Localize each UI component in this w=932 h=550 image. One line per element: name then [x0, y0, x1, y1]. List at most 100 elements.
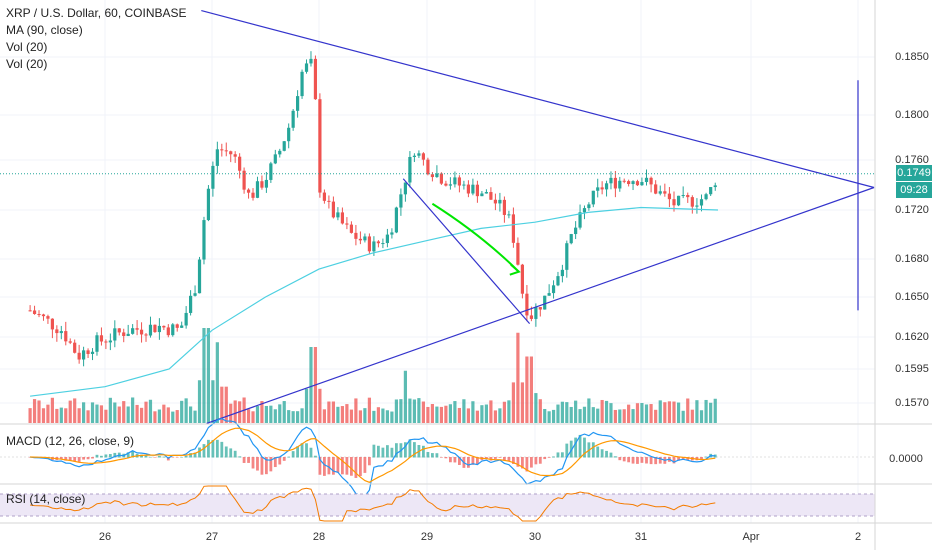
- macd-histogram-bar: [395, 443, 398, 458]
- volume-indicator-label[interactable]: Vol (20): [6, 57, 48, 71]
- time-axis[interactable]: 26 27 28 29 30 31 Apr 2: [99, 531, 861, 543]
- volume-bar: [663, 402, 667, 423]
- macd-label[interactable]: MACD (12, 26, close, 9): [6, 434, 135, 448]
- macd-histogram-bar: [184, 455, 188, 458]
- macd-histogram-bar: [408, 439, 412, 458]
- macd-histogram-bar: [569, 440, 573, 458]
- macd-histogram-bar: [113, 452, 117, 458]
- time-tick: 31: [635, 531, 647, 543]
- macd-histogram-bar: [247, 457, 250, 463]
- macd-histogram-bar: [100, 455, 103, 458]
- macd-histogram-bar: [341, 457, 344, 475]
- macd-histogram-bar: [368, 457, 371, 466]
- volume-bar: [385, 410, 389, 423]
- volume-bar: [681, 410, 685, 423]
- volume-bar: [108, 397, 112, 423]
- volume-bar: [390, 411, 394, 423]
- rsi-legend: RSI (14, close): [6, 491, 85, 508]
- candle-body: [480, 193, 484, 197]
- macd-histogram-bar: [627, 457, 631, 463]
- macd-histogram-bar: [453, 457, 457, 463]
- macd-pane: [0, 418, 875, 497]
- green-arrow: [431, 202, 520, 273]
- macd-histogram-bar: [363, 457, 367, 473]
- volume-bar: [304, 388, 309, 423]
- volume-bar: [690, 409, 694, 423]
- volume-bar: [193, 410, 197, 423]
- macd-histogram-bar: [377, 445, 380, 458]
- volume-bar: [372, 410, 376, 423]
- macd-histogram-bar: [631, 457, 635, 464]
- volume-indicator-label[interactable]: Vol (20): [6, 40, 48, 54]
- volume-bar: [649, 404, 653, 423]
- candle-body: [471, 184, 475, 194]
- macd-histogram-bar: [583, 437, 586, 458]
- candle-body: [466, 184, 470, 194]
- candle-body: [690, 197, 694, 207]
- candle-body: [686, 195, 690, 198]
- macd-histogram-bar: [354, 457, 358, 478]
- volume-bar: [622, 409, 626, 423]
- candle-body: [148, 324, 153, 336]
- volume-bar: [412, 399, 416, 423]
- candle-body: [565, 243, 569, 270]
- rsi-label[interactable]: RSI (14, close): [6, 492, 86, 506]
- macd-histogram-bar: [95, 454, 99, 458]
- rsi-pane: [0, 485, 875, 522]
- ma-indicator-label[interactable]: MA (90, close): [6, 23, 83, 37]
- macd-histogram-bar: [467, 457, 470, 468]
- macd-histogram-bar: [521, 457, 524, 469]
- macd-histogram-bar: [68, 457, 72, 461]
- macd-histogram-bar: [300, 443, 304, 458]
- macd-histogram-bar: [649, 457, 653, 465]
- candle-body: [340, 212, 344, 224]
- candle-body: [699, 199, 704, 206]
- macd-histogram-bar: [413, 442, 416, 458]
- volume-bar: [421, 401, 425, 423]
- macd-histogram-bar: [700, 457, 703, 460]
- macd-histogram-bar: [251, 457, 255, 469]
- volume-bar: [327, 401, 331, 423]
- macd-histogram-bar: [318, 457, 322, 475]
- volume-bar: [99, 405, 104, 423]
- candle-body: [654, 184, 658, 194]
- chart-title[interactable]: XRP / U.S. Dollar, 60, COINBASE: [6, 6, 187, 20]
- candle-body: [596, 187, 600, 191]
- volume-bar: [587, 398, 591, 423]
- macd-histogram-bar: [507, 457, 511, 462]
- volume-bar: [197, 380, 202, 423]
- macd-histogram-bar: [215, 439, 219, 458]
- macd-histogram-bar: [64, 457, 68, 461]
- macd-histogram-bar: [476, 457, 479, 465]
- macd-histogram-bar: [372, 444, 376, 458]
- volume-bar: [448, 404, 452, 423]
- volume-bar: [489, 400, 493, 423]
- candle-body: [260, 181, 264, 188]
- candle-body: [304, 63, 309, 72]
- macd-histogram-bar: [260, 457, 264, 475]
- volume-bar: [46, 404, 50, 423]
- candle-body: [175, 324, 179, 328]
- volume-bar: [32, 399, 37, 423]
- candle-body: [412, 155, 416, 157]
- candle-body: [313, 58, 318, 100]
- volume-bar: [367, 397, 371, 423]
- macd-histogram-bar: [264, 457, 268, 475]
- macd-histogram-bar: [242, 457, 246, 463]
- candle-body: [399, 194, 403, 208]
- price-axis[interactable]: 0.1850 0.1800 0.1760 0.1720 0.1680 0.165…: [895, 51, 929, 409]
- candle-body: [37, 314, 41, 316]
- volume-bar: [520, 382, 524, 423]
- macd-histogram-bar: [91, 457, 94, 459]
- volume-bar: [676, 402, 681, 423]
- volume-bar: [618, 409, 622, 423]
- volume-bar: [55, 408, 59, 423]
- volume-bar: [529, 356, 533, 423]
- macd-histogram-bar: [449, 457, 452, 463]
- volume-bar: [435, 406, 439, 423]
- volume-bar: [672, 401, 676, 423]
- candle-body: [587, 204, 591, 209]
- volume-bar: [180, 400, 184, 423]
- candle-body: [498, 199, 502, 204]
